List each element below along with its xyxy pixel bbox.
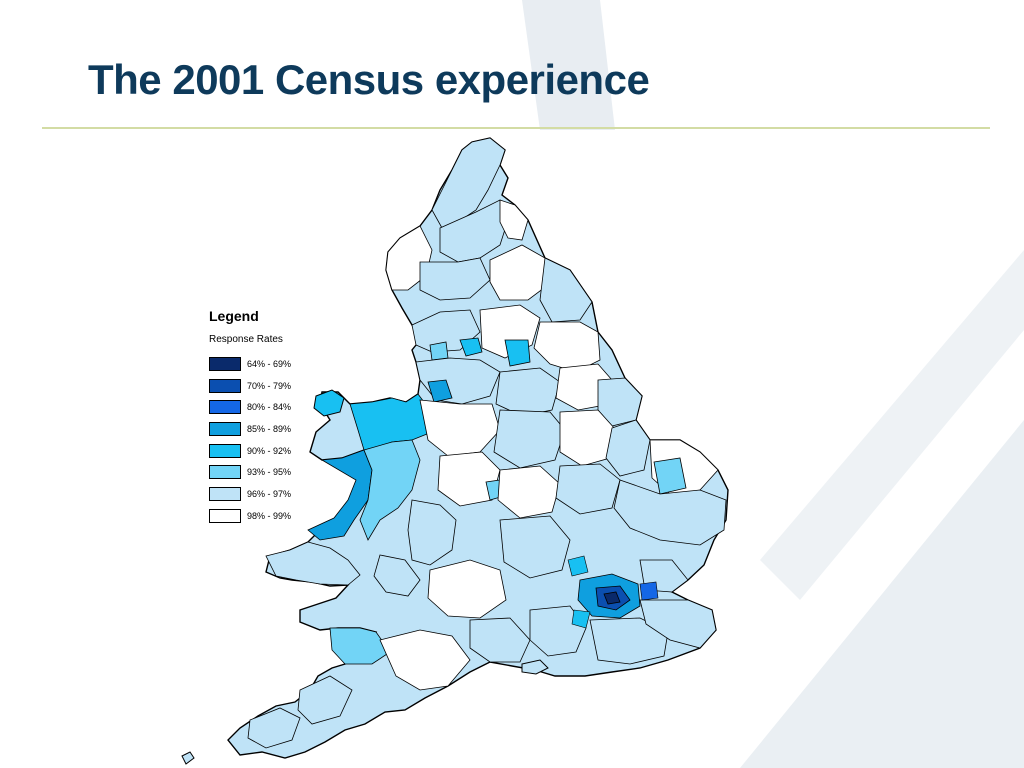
isles-of-scilly: [181, 751, 195, 765]
legend-item: 80% - 84%: [209, 396, 319, 418]
legend-item: 98% - 99%: [209, 505, 319, 527]
legend-swatch: [209, 486, 241, 501]
map-legend: Legend Response Rates 64% - 69% 70% - 79%…: [209, 308, 319, 527]
legend-swatch: [209, 400, 241, 415]
legend-label: 93% - 95%: [247, 467, 292, 478]
legend-swatch: [209, 443, 241, 458]
legend-subtitle: Response Rates: [209, 334, 283, 345]
legend-label: 64% - 69%: [247, 358, 292, 369]
legend-swatch: [209, 421, 241, 436]
london-core: [603, 591, 621, 605]
slide-title: The 2001 Census experience: [88, 56, 650, 103]
legend-label: 70% - 79%: [247, 380, 292, 391]
legend-title: Legend: [209, 308, 259, 324]
legend-swatch: [209, 378, 241, 393]
legend-item: 93% - 95%: [209, 461, 319, 483]
title-divider: [42, 127, 990, 129]
legend-label: 85% - 89%: [247, 423, 292, 434]
isle-of-wight: [521, 659, 549, 675]
legend-items: 64% - 69% 70% - 79% 80% - 84% 85% - 89% 90% …: [209, 353, 319, 527]
legend-swatch: [209, 465, 241, 480]
legend-item: 64% - 69%: [209, 353, 319, 375]
legend-item: 70% - 79%: [209, 375, 319, 397]
legend-label: 98% - 99%: [247, 510, 292, 521]
legend-swatch: [209, 508, 241, 523]
legend-label: 90% - 92%: [247, 445, 292, 456]
legend-label: 96% - 97%: [247, 488, 292, 499]
legend-item: 85% - 89%: [209, 418, 319, 440]
legend-swatch: [209, 356, 241, 371]
legend-item: 90% - 92%: [209, 440, 319, 462]
anglesey: [313, 389, 345, 417]
legend-item: 96% - 97%: [209, 483, 319, 505]
legend-label: 80% - 84%: [247, 402, 292, 413]
